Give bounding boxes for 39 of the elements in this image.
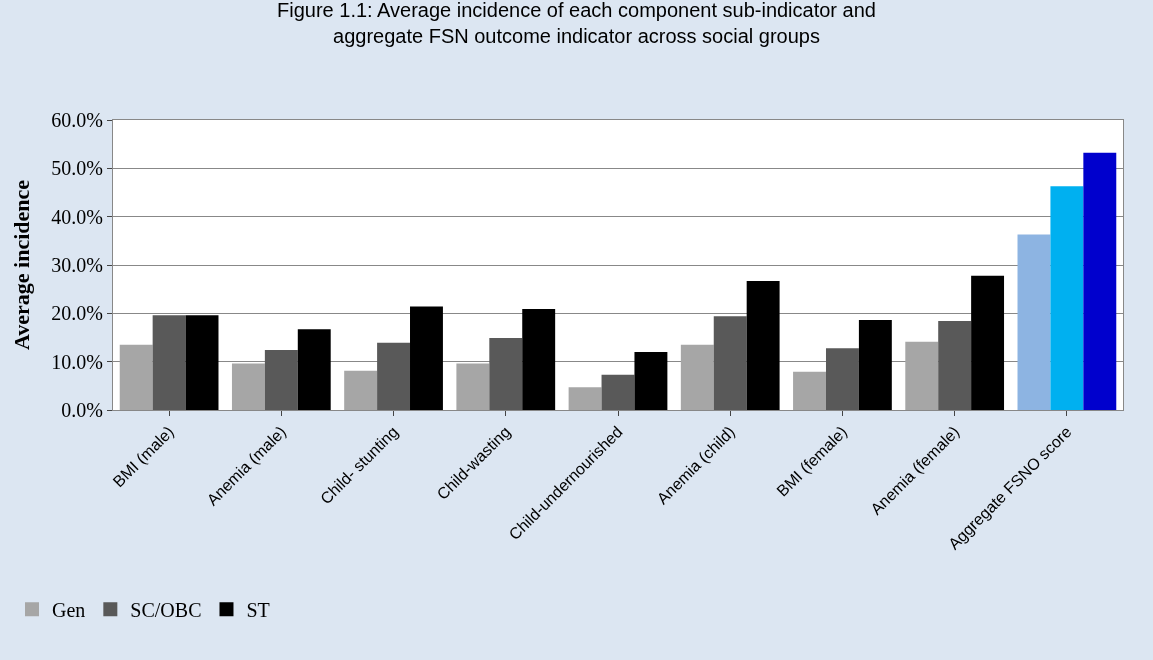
y-tick-label: 40.0% — [51, 205, 103, 228]
legend-label: Gen — [52, 599, 86, 622]
bar — [568, 387, 602, 410]
y-tick-label: 0.0% — [61, 399, 103, 421]
bar — [152, 315, 186, 410]
y-axis-title: Average incidence — [9, 179, 35, 351]
bar — [634, 352, 668, 410]
bar — [344, 370, 378, 410]
bar — [858, 320, 892, 410]
bar — [680, 344, 714, 410]
bar — [713, 316, 747, 410]
bar — [971, 275, 1005, 410]
bar — [410, 306, 443, 410]
bar — [522, 308, 556, 410]
legend-label: ST — [246, 599, 270, 622]
bar — [938, 321, 972, 410]
bar — [746, 280, 780, 410]
y-tick-label: 30.0% — [51, 254, 103, 276]
bar — [1050, 186, 1084, 410]
bar — [489, 337, 523, 410]
bar — [264, 350, 298, 410]
y-tick-label: 20.0% — [51, 302, 103, 325]
bar — [377, 342, 411, 410]
bar — [825, 348, 859, 410]
y-tick-label: 50.0% — [51, 157, 103, 180]
chart-title: Figure 1.1: Average incidence of each component sub-indicator and aggregate FSN outcome indicator across social groups — [277, 0, 876, 47]
bar — [297, 329, 331, 410]
y-tick-label: 60.0% — [51, 109, 103, 131]
bar — [1017, 234, 1051, 410]
bar — [231, 363, 265, 410]
bar — [185, 315, 219, 410]
bar — [905, 341, 939, 410]
bar — [119, 344, 153, 410]
legend-label: SC/OBC — [130, 599, 202, 622]
bar — [1083, 152, 1117, 410]
bar — [601, 374, 635, 410]
bar — [456, 363, 490, 410]
bar — [793, 371, 826, 410]
y-tick-label: 10.0% — [51, 350, 103, 373]
